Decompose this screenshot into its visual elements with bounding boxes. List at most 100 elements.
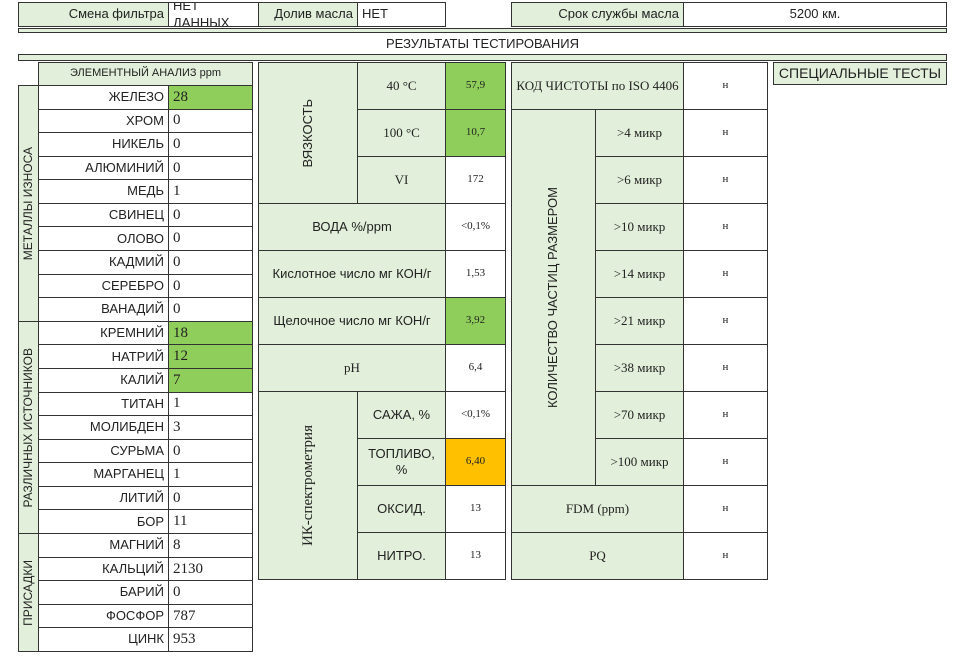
elements-heading: ЭЛЕМЕНТНЫЙ АНАЛИЗ ppm	[38, 62, 253, 86]
particle-size: >14 микр	[595, 250, 684, 298]
property-group-text: ИК-спектрометрия	[299, 424, 316, 547]
property-value: <0,1%	[445, 391, 506, 439]
element-value: 2130	[168, 556, 253, 582]
element-name: МАРГАНЕЦ	[38, 462, 169, 487]
field-label: Долив масла	[258, 2, 358, 27]
particles-label-text: КОЛИЧЕСТВО ЧАСТИЦ РАЗМЕРОМ	[545, 187, 561, 408]
element-name: КАЛЬЦИЙ	[38, 556, 169, 582]
group-label: ПРИСАДКИ	[18, 533, 39, 652]
field-label: Срок службы масла	[511, 2, 684, 27]
property-value: 3,92	[445, 297, 506, 345]
cleanliness-value: н	[683, 156, 768, 204]
field-value: НЕТ	[357, 2, 446, 27]
property-value: <0,1%	[445, 203, 506, 251]
element-name: ОЛОВО	[38, 226, 169, 252]
element-value: 28	[168, 85, 253, 110]
element-value: 0	[168, 580, 253, 605]
property-value: 1,53	[445, 250, 506, 298]
cleanliness-name: PQ	[511, 532, 684, 580]
element-value: 11	[168, 509, 253, 535]
cleanliness-value: н	[683, 532, 768, 580]
section-title: РЕЗУЛЬТАТЫ ТЕСТИРОВАНИЯ	[18, 34, 947, 54]
cleanliness-value: н	[683, 438, 768, 486]
element-name: ЖЕЛЕЗО	[38, 85, 169, 110]
cleanliness-value: н	[683, 297, 768, 345]
element-value: 787	[168, 603, 253, 629]
cleanliness-value: н	[683, 485, 768, 533]
element-value: 0	[168, 438, 253, 464]
particle-size: >21 микр	[595, 297, 684, 345]
element-value: 1	[168, 391, 253, 417]
cleanliness-code: КОД ЧИСТОТЫ по ISO 4406	[511, 62, 684, 110]
group-label-text: РАЗЛИЧНЫХ ИСТОЧНИКОВ	[21, 347, 35, 508]
element-name: НАТРИЙ	[38, 344, 169, 369]
element-value: 18	[168, 320, 253, 346]
special-tests: СПЕЦИАЛЬНЫЕ ТЕСТЫ	[773, 62, 947, 85]
property-group-text: ВЯЗКОСТЬ	[299, 98, 315, 168]
property-sub: ТОПЛИВО, %	[357, 438, 446, 486]
element-value: 0	[168, 250, 253, 275]
element-name: ЛИТИЙ	[38, 485, 169, 511]
band	[18, 28, 947, 33]
group-label: МЕТАЛЛЫ ИЗНОСА	[18, 85, 39, 322]
property-group: ИК-спектрометрия	[258, 391, 358, 580]
element-name: БОР	[38, 509, 169, 535]
property-group: ВЯЗКОСТЬ	[258, 62, 358, 204]
element-name: КАДМИЙ	[38, 250, 169, 275]
element-value: 0	[168, 226, 253, 252]
particle-size: >100 микр	[595, 438, 684, 486]
group-label-text: МЕТАЛЛЫ ИЗНОСА	[21, 146, 35, 260]
element-name: ТИТАН	[38, 391, 169, 417]
element-name: СУРЬМА	[38, 438, 169, 464]
cleanliness-value: н	[683, 391, 768, 439]
element-name: МАГНИЙ	[38, 533, 169, 558]
element-value: 0	[168, 273, 253, 299]
element-name: КРЕМНИЙ	[38, 320, 169, 346]
property-name: pH	[258, 344, 446, 392]
element-name: ФОСФОР	[38, 603, 169, 629]
element-value: 0	[168, 155, 253, 181]
element-value: 7	[168, 367, 253, 393]
element-value: 0	[168, 108, 253, 134]
element-name: СЕРЕБРО	[38, 273, 169, 299]
cleanliness-value: н	[683, 62, 768, 110]
property-name: ВОДА %/ppm	[258, 203, 446, 251]
property-sub: ОКСИД.	[357, 485, 446, 533]
particle-size: >6 микр	[595, 156, 684, 204]
element-value: 0	[168, 297, 253, 322]
cleanliness-value: н	[683, 250, 768, 298]
element-value: 3	[168, 415, 253, 440]
element-name: ВАНАДИЙ	[38, 297, 169, 322]
cleanliness-value: н	[683, 203, 768, 251]
cleanliness-value: н	[683, 109, 768, 157]
element-name: МЕДЬ	[38, 179, 169, 204]
element-name: АЛЮМИНИЙ	[38, 155, 169, 181]
element-name: КАЛИЙ	[38, 367, 169, 393]
particle-size: >38 микр	[595, 344, 684, 392]
property-value: 172	[445, 156, 506, 204]
element-value: 0	[168, 132, 253, 157]
element-value: 8	[168, 533, 253, 558]
property-sub: VI	[357, 156, 446, 204]
element-value: 953	[168, 627, 253, 652]
element-name: НИКЕЛЬ	[38, 132, 169, 157]
particle-size: >4 микр	[595, 109, 684, 157]
property-sub: НИТРО.	[357, 532, 446, 580]
element-value: 1	[168, 462, 253, 487]
element-value: 0	[168, 485, 253, 511]
property-sub: 100 °C	[357, 109, 446, 157]
cleanliness-name: FDM (ppm)	[511, 485, 684, 533]
property-sub: 40 °C	[357, 62, 446, 110]
field-value: 5200 км.	[683, 2, 947, 27]
element-value: 12	[168, 344, 253, 369]
property-value: 6,40	[445, 438, 506, 486]
property-name: Кислотное число мг КОН/г	[258, 250, 446, 298]
group-label: РАЗЛИЧНЫХ ИСТОЧНИКОВ	[18, 320, 39, 535]
element-value: 1	[168, 179, 253, 204]
property-value: 13	[445, 532, 506, 580]
element-value: 0	[168, 202, 253, 228]
field-label: Смена фильтра	[18, 2, 169, 27]
element-name: СВИНЕЦ	[38, 202, 169, 228]
element-name: БАРИЙ	[38, 580, 169, 605]
